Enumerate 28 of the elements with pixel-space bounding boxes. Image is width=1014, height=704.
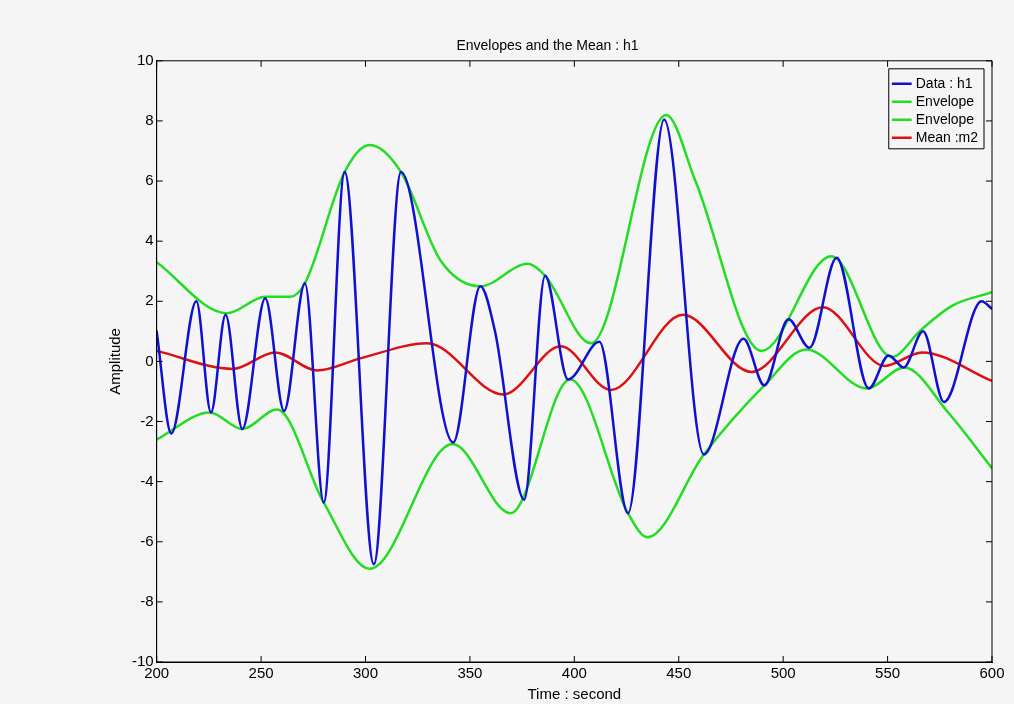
x-tick-label: 450	[666, 664, 692, 682]
x-tick-label: 400	[561, 664, 587, 682]
line-series	[156, 113, 992, 359]
y-tick-label: -8	[140, 592, 154, 610]
y-tick-label: 10	[136, 50, 154, 68]
x-tick-label: 550	[875, 664, 901, 682]
legend-label: Envelope	[915, 92, 975, 109]
y-tick-label: 0	[145, 351, 154, 369]
y-tick-label: 8	[145, 111, 154, 129]
x-tick-label: 250	[248, 664, 274, 682]
y-axis-title: Amplitude	[106, 328, 124, 395]
x-tick-label: 500	[770, 664, 796, 682]
line-series	[156, 348, 992, 571]
legend-label: Data : h1	[915, 74, 973, 91]
y-tick-label: 4	[145, 231, 154, 249]
line-series	[156, 306, 992, 396]
x-tick-label: 300	[352, 664, 379, 682]
x-tick-label: 350	[457, 664, 483, 682]
y-tick-label: -6	[140, 531, 154, 549]
legend-label: Envelope	[915, 110, 975, 127]
x-axis-title: Time : second	[527, 685, 622, 703]
legend-label: Mean :m2	[915, 128, 979, 145]
x-tick-label: 600	[979, 664, 1005, 682]
y-tick-label: 6	[145, 171, 154, 189]
y-tick-label: 2	[145, 291, 154, 309]
y-tick-label: -2	[140, 411, 154, 429]
chart-title: Envelopes and the Mean : h1	[456, 37, 639, 54]
y-tick-label: -4	[140, 471, 154, 489]
